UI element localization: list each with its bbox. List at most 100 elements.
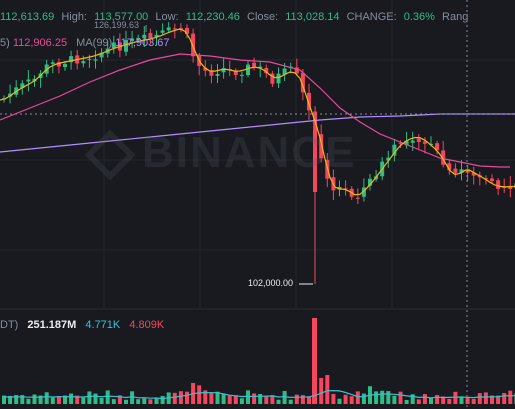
candle-body: [300, 72, 305, 93]
watermark-text: BINANCE: [142, 128, 357, 177]
volume-bar: [178, 391, 183, 404]
volume-bar: [307, 396, 311, 404]
volume-bar: [392, 395, 397, 404]
volume-bar: [361, 393, 366, 404]
volume-bar: [99, 397, 104, 404]
volume-bar: [50, 397, 55, 404]
candle-body: [20, 83, 25, 89]
low-value: 112,230.46: [185, 11, 240, 23]
volume-bar: [264, 395, 269, 404]
candle-body: [398, 143, 403, 145]
candle-body: [435, 143, 440, 151]
volume-bar: [246, 390, 250, 404]
volume-bar: [380, 390, 385, 404]
volume-bar: [26, 398, 31, 404]
volume-bar: [185, 391, 189, 404]
volume-bar: [288, 399, 293, 404]
candle-body: [276, 73, 281, 84]
volume-bar: [142, 398, 147, 404]
volume-bar: [81, 397, 86, 404]
candle-body: [148, 32, 153, 39]
volume-bar: [117, 395, 122, 404]
volume-bar: [416, 399, 421, 404]
binance-watermark: BINANCE: [84, 128, 357, 181]
candle-body: [307, 92, 311, 111]
candle-body: [124, 40, 128, 52]
volume-ma-line: [3, 389, 515, 400]
chart-grid: [0, 0, 515, 309]
candle-body: [233, 70, 238, 76]
candle-body: [136, 38, 141, 40]
ma7-line: [0, 28, 515, 196]
high-label: High:: [61, 11, 87, 23]
candle-body: [410, 140, 415, 143]
candle-body: [215, 73, 220, 76]
volume-bar: [471, 398, 476, 404]
volume-bar: [75, 395, 80, 404]
volume-sell: 4.809K: [129, 319, 165, 331]
volume-bar: [105, 390, 110, 404]
high-value: 113,577.00: [94, 11, 149, 23]
candle-body: [160, 30, 165, 33]
volume-label-fragment: DT): [0, 319, 19, 331]
volume-bar: [319, 377, 324, 404]
candle-body: [441, 150, 446, 165]
volume-bar: [56, 395, 61, 404]
volume-bar: [227, 395, 232, 404]
candle-body: [422, 141, 427, 144]
candle-body: [490, 178, 494, 182]
volume-bar: [477, 393, 482, 404]
low-label: Low:: [155, 11, 179, 23]
ohlc-header: 112,613.69 High: 113,577.00 Low: 112,230…: [0, 11, 472, 23]
volume-legend: DT) 251.187M 4.771K 4.809K: [0, 319, 164, 331]
candle-body: [166, 27, 171, 31]
volume-bar: [252, 393, 257, 404]
volume-bar: [300, 395, 305, 404]
volume-bar: [2, 395, 6, 404]
volume-bar: [93, 393, 98, 404]
candle-body: [343, 188, 348, 190]
volume-bar: [197, 385, 202, 404]
candle-body: [404, 140, 409, 146]
volume-bar: [435, 395, 440, 404]
volume-bar: [331, 393, 336, 404]
ma25-line: [0, 53, 510, 168]
volume-bar: [282, 390, 287, 404]
candle-body: [142, 34, 147, 39]
candle-body: [508, 185, 513, 189]
candle-body: [93, 59, 98, 61]
candle-body: [56, 62, 61, 67]
candle-body: [453, 168, 458, 173]
candle-body: [386, 157, 391, 161]
volume-bar: [398, 391, 403, 404]
candle-body: [270, 73, 275, 84]
candle-body: [447, 163, 452, 171]
candle-body: [483, 178, 488, 180]
change-value: 0.36%: [403, 11, 435, 23]
candle-body: [471, 172, 476, 176]
volume-bar: [172, 392, 177, 404]
volume-bar: [374, 391, 379, 404]
volume-bar: [453, 391, 458, 404]
candle-body: [99, 52, 104, 58]
high-price-marker: 126,199.63: [94, 20, 140, 30]
volume-bar: [136, 399, 141, 404]
volume-bar: [459, 396, 464, 404]
volume-bar: [325, 375, 330, 404]
range-label: Rang: [442, 11, 469, 23]
candle-body: [239, 74, 244, 76]
spike-volume-bar: [312, 318, 317, 404]
candle-body: [221, 68, 226, 73]
candle-body: [319, 134, 324, 159]
ma-legend: 5) 112,906.25 MA(99) 117,903.67: [0, 37, 170, 49]
volume-bar: [447, 398, 452, 404]
volume-bar: [69, 393, 74, 404]
volume-bar: [337, 398, 342, 404]
ma99-value: 117,903.67: [115, 37, 170, 49]
candle-body: [361, 187, 366, 197]
volume-total: 251.187M: [27, 319, 77, 331]
volume-bar: [441, 396, 446, 404]
binance-logo-icon: [84, 129, 136, 181]
ma25-value: 112,906.25: [12, 37, 68, 49]
